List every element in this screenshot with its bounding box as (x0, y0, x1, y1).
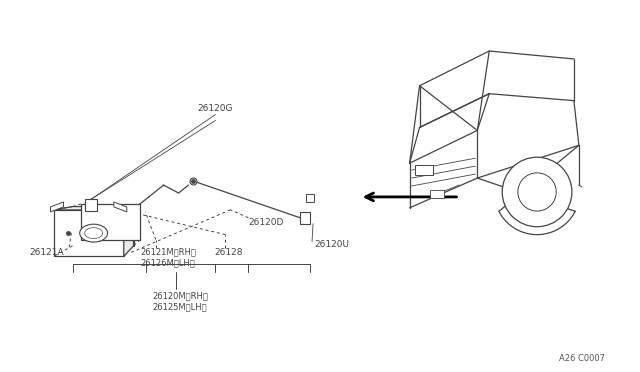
Text: 26120U: 26120U (314, 240, 349, 248)
Text: 26128: 26128 (214, 247, 243, 257)
Polygon shape (54, 210, 124, 256)
Polygon shape (114, 202, 127, 212)
Bar (415, 165, 433, 175)
Text: 26120D: 26120D (248, 218, 284, 227)
Text: 26120M〈RH〉: 26120M〈RH〉 (153, 291, 209, 300)
Text: 26121M〈RH〉: 26121M〈RH〉 (141, 247, 196, 257)
Text: 26121A: 26121A (29, 247, 64, 257)
Bar (300, 212, 310, 224)
Bar (85, 199, 97, 211)
Text: 26120G: 26120G (198, 103, 233, 113)
Polygon shape (124, 206, 134, 256)
Circle shape (502, 157, 572, 227)
Bar (306, 194, 314, 202)
Polygon shape (54, 206, 134, 210)
Bar (429, 190, 444, 198)
Polygon shape (72, 206, 134, 246)
Polygon shape (81, 204, 140, 240)
Ellipse shape (80, 224, 108, 242)
Text: A26 C0007: A26 C0007 (559, 354, 605, 363)
Circle shape (518, 173, 556, 211)
Text: 26125M〈LH〉: 26125M〈LH〉 (153, 302, 207, 311)
Polygon shape (51, 202, 63, 212)
Text: 26126M〈LH〉: 26126M〈LH〉 (141, 259, 196, 267)
Ellipse shape (84, 228, 102, 238)
